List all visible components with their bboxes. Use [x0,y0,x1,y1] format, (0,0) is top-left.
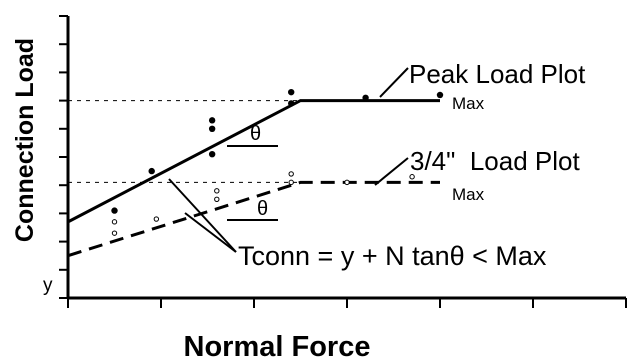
peak-data-point [436,91,444,99]
series-points [111,88,444,236]
y-ticks [59,15,68,299]
three-quarter-data-point [288,171,294,177]
peak-data-point [208,150,216,158]
axes [59,15,627,308]
x-ticks [67,298,627,308]
peak-callout-pointer [379,67,409,98]
three-quarter-load-line [67,180,440,258]
34-max-label: Max [452,185,485,204]
three-quarter-data-point [409,174,415,180]
peak-data-point [288,100,295,107]
three-quarter-data-point [111,219,118,225]
three-quarter-data-point [153,216,160,222]
equation-label: Tconn = y + N tanθ < Max [238,241,547,271]
intercept-label: y [43,275,53,296]
theta-label-peak: θ [250,123,261,145]
peak-series-label: Peak Load Plot [409,59,586,89]
peak-data-point [111,207,118,214]
series-lines [67,99,440,258]
theta-markers: θ θ [227,123,278,221]
equation-pointer-lower [184,212,237,253]
three-quarter-data-point [288,179,294,186]
peak-data-point [208,125,216,132]
peak-data-point [362,94,369,101]
three-quarter-data-point [111,230,118,236]
three-quarter-data-point [214,188,220,194]
peak-max-label: Max [452,94,485,113]
equation-pointer-upper [168,178,237,253]
peak-load-line [67,99,440,224]
peak-data-point [148,167,155,175]
34-series-label: 3/4" Load Plot [410,146,580,176]
max-reference-lines [68,100,301,183]
theta-label-34: θ [257,198,268,220]
y-axis-label: Connection Load [11,38,39,242]
34-callout-pointer [374,157,409,186]
peak-data-point [208,117,216,124]
equation-callout: Tconn = y + N tanθ < Max [168,178,547,271]
three-quarter-data-point [214,196,220,203]
three-quarter-data-point [344,179,350,186]
series-callouts: Peak Load Plot Max 3/4" Load Plot Max [374,59,586,204]
x-axis-label: Normal Force [184,331,371,360]
peak-data-point [288,88,295,96]
